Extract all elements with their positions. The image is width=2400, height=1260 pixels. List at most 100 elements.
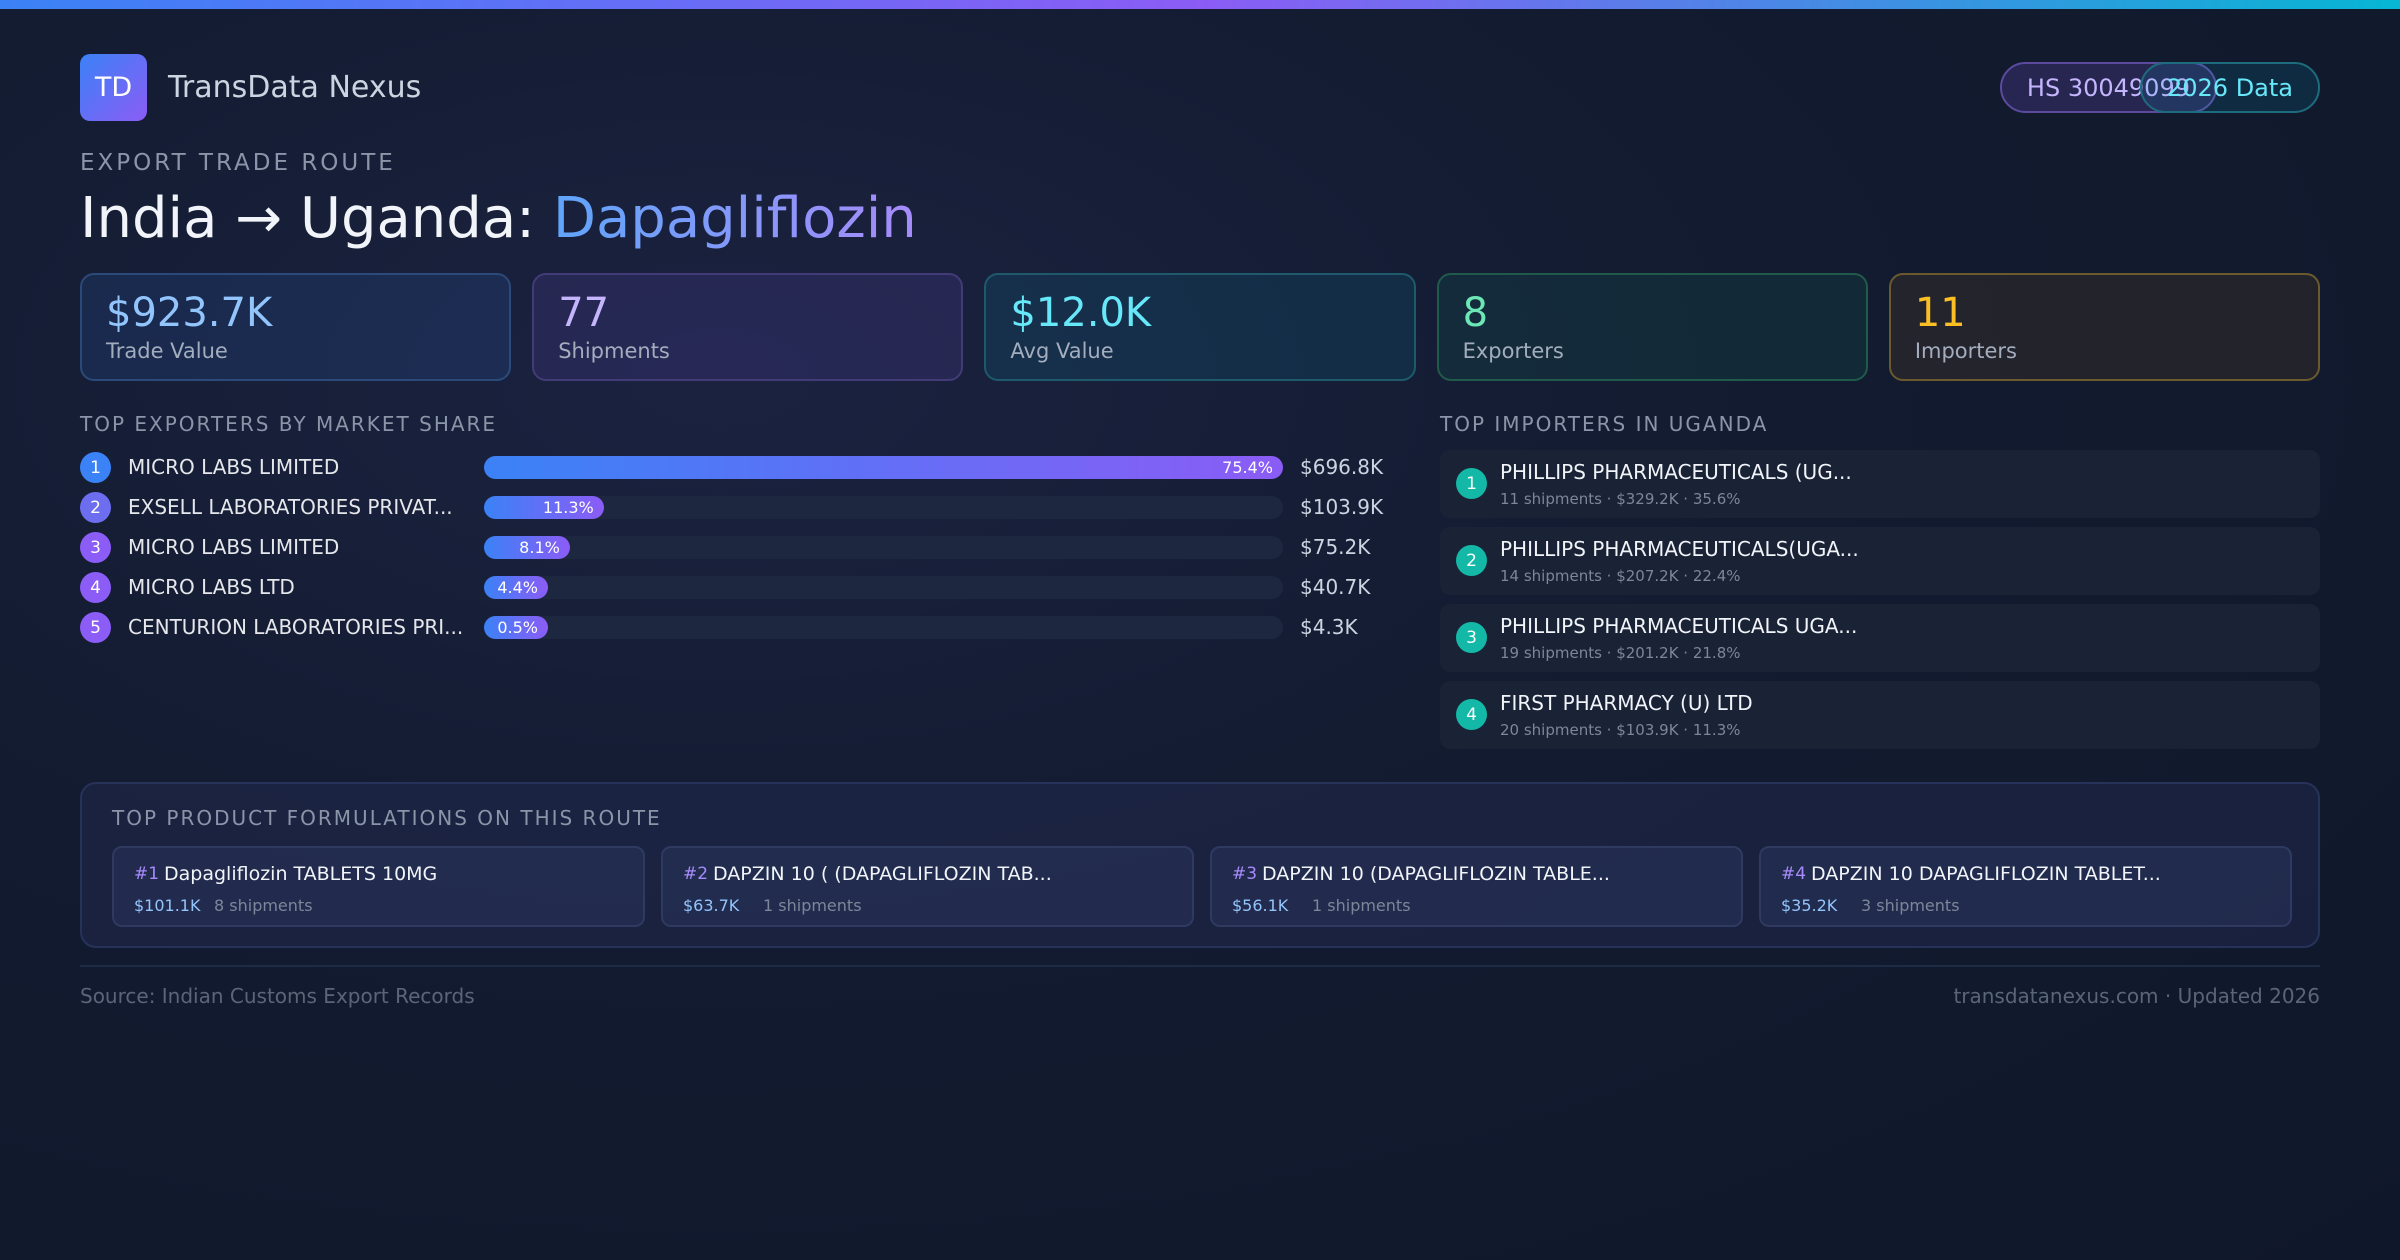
stat-label: Shipments [558, 339, 670, 363]
section-title: TOP PRODUCT FORMULATIONS ON THIS ROUTE [112, 806, 662, 830]
formulation-card: #1 Dapagliflozin TABLETS 10MG $101.1K 8 shi… [112, 846, 645, 927]
share-label: 75.4% [1222, 458, 1273, 477]
exporter-row: 1 MICRO LABS LIMITED 75.4% $696.8K [80, 452, 1384, 483]
share-label: 11.3% [542, 498, 594, 517]
exporter-name: EXSELL LABORATORIES PRIVAT... [128, 495, 453, 519]
formulation-rank: #3 [1232, 864, 1258, 884]
importer-detail: 14 shipments · $207.2K · 22.4% [1500, 567, 1741, 585]
rank-badge: 2 [80, 492, 111, 523]
section-title: TOP EXPORTERS BY MARKET SHARE [80, 412, 498, 436]
bar-track: 4.4% [484, 576, 1283, 599]
rank-badge: 4 [1456, 699, 1487, 730]
formulation-rank: #1 [134, 864, 160, 884]
site: transdatanexus.com · Updated 2026 [1953, 984, 2320, 1008]
formulation-rank: #2 [683, 864, 709, 884]
exporter-row: 5 CENTURION LABORATORIES PRI... 0.5% $4.3K [80, 612, 1380, 643]
rank-badge: 5 [80, 612, 111, 643]
importer-name: FIRST PHARMACY (U) LTD [1500, 691, 1753, 715]
stat-label: Avg Value [1010, 339, 1114, 363]
importer-card: 1 PHILLIPS PHARMACEUTICALS (UG... 11 shipm… [1440, 450, 2320, 518]
formulation-shipments: 1 shipments [1312, 896, 1411, 915]
formulation-value: $63.7K [683, 896, 740, 915]
formulation-shipments: 8 shipments [214, 896, 313, 915]
exporter-name: CENTURION LABORATORIES PRI... [128, 615, 464, 639]
formulation-value: $56.1K [1232, 896, 1289, 915]
stat-value: 77 [558, 290, 610, 336]
exporter-value: $696.8K [1300, 455, 1384, 479]
rank-badge: 3 [1456, 622, 1487, 653]
rank-badge: 2 [1456, 545, 1487, 576]
exporter-row: 3 MICRO LABS LIMITED 8.1% $75.2K [80, 532, 1380, 563]
exporter-name: MICRO LABS LIMITED [128, 455, 340, 479]
stat-card: $923.7K Trade Value [80, 273, 512, 381]
formulation-value: $35.2K [1781, 896, 1838, 915]
formulations: TOP PRODUCT FORMULATIONS ON THIS ROUTE #… [80, 782, 2320, 948]
formulation-card: #4 DAPZIN 10 DAPAGLIFLOZIN TABLET... $35.2… [1759, 846, 2292, 927]
importer-detail: 19 shipments · $201.2K · 21.8% [1500, 644, 1741, 662]
importer-detail: 11 shipments · $329.2K · 35.6% [1500, 490, 1741, 508]
formulation-rank: #4 [1781, 864, 1807, 884]
section-title: TOP IMPORTERS IN UGANDA [1440, 412, 1769, 436]
brand: TransData Nexus [168, 70, 422, 105]
formulation-name: DAPZIN 10 ( (DAPAGLIFLOZIN TAB... [713, 863, 1052, 885]
importer-card: 4 FIRST PHARMACY (U) LTD 20 shipments · $1… [1440, 681, 2320, 749]
formulation-value: $101.1K [134, 896, 201, 915]
exporter-value: $40.7K [1300, 575, 1371, 599]
rank-badge: 3 [80, 532, 111, 563]
exporter-value: $75.2K [1300, 535, 1371, 559]
accent-bar [0, 0, 2400, 9]
share-label: 4.4% [497, 578, 538, 597]
kicker: EXPORT TRADE ROUTE [80, 150, 396, 176]
importer-name: PHILLIPS PHARMACEUTICALS (UG... [1500, 460, 1852, 484]
exporter-name: MICRO LABS LIMITED [128, 535, 340, 559]
importer-name: PHILLIPS PHARMACEUTICALS UGA... [1500, 614, 1858, 638]
importer-card: 3 PHILLIPS PHARMACEUTICALS UGA... 19 shipm… [1440, 604, 2320, 672]
route: India → Uganda: [80, 186, 553, 251]
stat-card: $12.0K Avg Value [984, 273, 1416, 381]
bar-track: 0.5% [484, 616, 1283, 639]
stat-value: $923.7K [106, 290, 273, 336]
rank-badge: 1 [1456, 468, 1487, 499]
title: India → Uganda: Dapagliflozin [80, 186, 917, 251]
share-label: 0.5% [497, 618, 538, 637]
formulation-name: DAPZIN 10 DAPAGLIFLOZIN TABLET... [1811, 863, 2161, 885]
stat-card: 77 Shipments [532, 273, 964, 381]
formulation-shipments: 1 shipments [763, 896, 862, 915]
formulation-card: #3 DAPZIN 10 (DAPAGLIFLOZIN TABLE... $56.1… [1210, 846, 1743, 927]
exporter-value: $103.9K [1300, 495, 1384, 519]
formulation-shipments: 3 shipments [1861, 896, 1960, 915]
share-bar: 4.4% [484, 576, 548, 599]
stat-value: $12.0K [1010, 290, 1152, 336]
rank-badge: 4 [80, 572, 111, 603]
bar-track: 75.4% [484, 456, 1283, 479]
stat-label: Importers [1914, 339, 2018, 363]
exporter-name: MICRO LABS LTD [128, 575, 295, 599]
source: Source: Indian Customs Export Records [80, 984, 475, 1008]
importer-detail: 20 shipments · $103.9K · 11.3% [1500, 721, 1741, 739]
stat-card: 11 Importers [1888, 273, 2321, 381]
share-bar: 8.1% [484, 536, 570, 559]
formulation-name: DAPZIN 10 (DAPAGLIFLOZIN TABLE... [1262, 863, 1610, 885]
logo: TD [80, 54, 147, 121]
stat-label: Exporters [1462, 339, 1564, 363]
badge: 2026 Data [2139, 62, 2320, 113]
stat-label: Trade Value [106, 339, 228, 363]
share-bar: 11.3% [484, 496, 604, 519]
formulation-card: #2 DAPZIN 10 ( (DAPAGLIFLOZIN TAB... $63.7… [661, 846, 1194, 927]
importer-card: 2 PHILLIPS PHARMACEUTICALS(UGA... 14 shipm… [1440, 527, 2320, 595]
formulation-name: Dapagliflozin TABLETS 10MG [164, 863, 438, 885]
badge: HS 30049099 [1999, 62, 2217, 113]
divider [80, 965, 2320, 967]
bar-track: 11.3% [484, 496, 1283, 519]
bar-track: 8.1% [484, 536, 1283, 559]
stat-value: 11 [1914, 290, 1966, 336]
exporter-value: $4.3K [1300, 615, 1358, 639]
stat-card: 8 Exporters [1436, 273, 1868, 381]
stats: $923.7K Trade Value 77 Shipments $12.0K Avg V… [80, 273, 2321, 381]
importer-name: PHILLIPS PHARMACEUTICALS(UGA... [1500, 537, 1859, 561]
stat-value: 8 [1462, 290, 1489, 336]
share-bar: 75.4% [484, 456, 1283, 479]
exporter-row: 2 EXSELL LABORATORIES PRIVAT... 11.3% $103.… [80, 492, 1384, 523]
share-label: 8.1% [519, 538, 560, 557]
